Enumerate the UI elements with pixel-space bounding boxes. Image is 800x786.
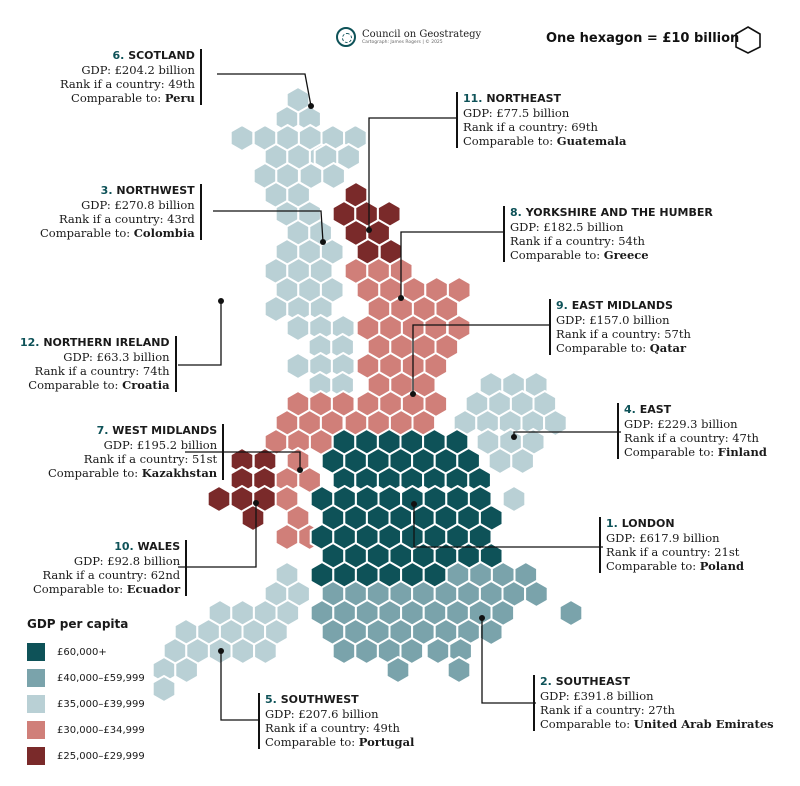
legend-swatch <box>27 643 45 661</box>
hexagon-icon <box>735 26 761 54</box>
marker-east <box>511 434 517 440</box>
hexagon <box>425 636 451 666</box>
marker-eastmidlands <box>410 391 416 397</box>
marker-northeast <box>366 227 372 233</box>
hexagon <box>230 636 256 666</box>
marker-northwest <box>320 239 326 245</box>
label-eastmidlands: 9. EAST MIDLANDS GDP: £157.0 billion Ran… <box>549 299 691 355</box>
legend-item: £30,000–£34,999 <box>27 717 145 743</box>
legend-item: £60,000+ <box>27 639 145 665</box>
hexagon <box>229 123 255 153</box>
leader-london <box>413 504 603 548</box>
label-east: 4. EAST GDP: £229.3 billion Rank if a co… <box>617 403 767 459</box>
label-southeast: 2. SOUTHEAST GDP: £391.8 billion Rank if… <box>533 675 774 731</box>
legend-item: £25,000–£29,999 <box>27 743 145 769</box>
hexagon <box>510 446 535 476</box>
leader-southeast <box>481 618 536 704</box>
legend-swatch <box>27 669 45 687</box>
leader-wales <box>178 503 257 568</box>
legend-swatch <box>27 721 45 739</box>
hexagon <box>174 655 199 685</box>
hexagon <box>543 408 568 438</box>
label-southwest: 5. SOUTHWEST GDP: £207.6 billion Rank if… <box>258 693 414 749</box>
hexagon <box>253 636 278 666</box>
hexagon <box>206 484 232 514</box>
legend-item: £35,000–£39,999 <box>27 691 145 717</box>
hexagon <box>354 636 379 666</box>
label-london: 1. LONDON GDP: £617.9 billion Rank if a … <box>599 517 744 573</box>
hexagon <box>336 142 361 172</box>
hexagon <box>263 294 289 324</box>
scale-note: One hexagon = £10 billion <box>546 31 740 46</box>
hexagon <box>297 465 322 495</box>
leader-northwest <box>213 210 324 243</box>
marker-southwest <box>218 648 224 654</box>
hexagon <box>399 636 425 666</box>
leader-scotland <box>217 73 312 107</box>
legend-item: £40,000–£59,999 <box>27 665 145 691</box>
hexagon <box>331 636 357 666</box>
label-northeast: 11. NORTHEAST GDP: £77.5 billion Rank if… <box>456 92 626 148</box>
hexagon <box>285 351 311 381</box>
leader-northeast <box>368 117 458 230</box>
hexagon <box>501 484 527 514</box>
legend-title: GDP per capita <box>27 617 129 631</box>
hexagon-layer <box>151 85 584 704</box>
leader-yorkshire <box>400 231 505 298</box>
leader-northernireland <box>178 301 222 366</box>
hexagon <box>446 655 472 685</box>
marker-westmidlands <box>297 467 303 473</box>
hexagon <box>524 579 549 609</box>
globe-icon <box>336 27 356 47</box>
label-westmidlands: 7. WEST MIDLANDS GDP: £195.2 billion Ran… <box>48 424 225 480</box>
legend-swatch <box>27 695 45 713</box>
label-northernireland: 12. NORTHERN IRELAND GDP: £63.3 billion … <box>20 336 177 392</box>
leader-eastmidlands <box>412 324 551 394</box>
marker-southeast <box>479 615 485 621</box>
label-yorkshire: 8. YORKSHIRE AND THE HUMBER GDP: £182.5 … <box>503 206 713 262</box>
hexagon <box>151 674 177 704</box>
hexagon <box>446 275 472 305</box>
label-wales: 10. WALES GDP: £92.8 billion Rank if a c… <box>33 540 188 596</box>
marker-scotland <box>308 103 314 109</box>
marker-northernireland <box>218 298 224 304</box>
legend: GDP per capita £60,000+ £40,000–£59,999 … <box>27 617 145 769</box>
marker-london <box>411 501 417 507</box>
marker-yorkshire <box>398 295 404 301</box>
council-logo: Council on Geostrategy Cartograph: James… <box>336 27 481 47</box>
hexagon <box>558 598 584 628</box>
leader-southwest <box>220 651 260 721</box>
label-northwest: 3. NORTHWEST GDP: £270.8 billion Rank if… <box>40 184 202 240</box>
org-name: Council on Geostrategy <box>362 29 482 40</box>
hexagon <box>285 313 311 343</box>
hexagon <box>478 617 504 647</box>
hexagon <box>274 522 300 552</box>
marker-wales <box>253 500 259 506</box>
hexagon <box>487 446 513 476</box>
label-scotland: 6. SCOTLAND GDP: £204.2 billion Rank if … <box>60 49 202 105</box>
hexagon <box>385 655 411 685</box>
credit-line: Cartograph: James Rogers | © 2025 <box>362 40 443 45</box>
hexagon <box>240 503 266 533</box>
legend-swatch <box>27 747 45 765</box>
hexagon <box>321 161 346 191</box>
